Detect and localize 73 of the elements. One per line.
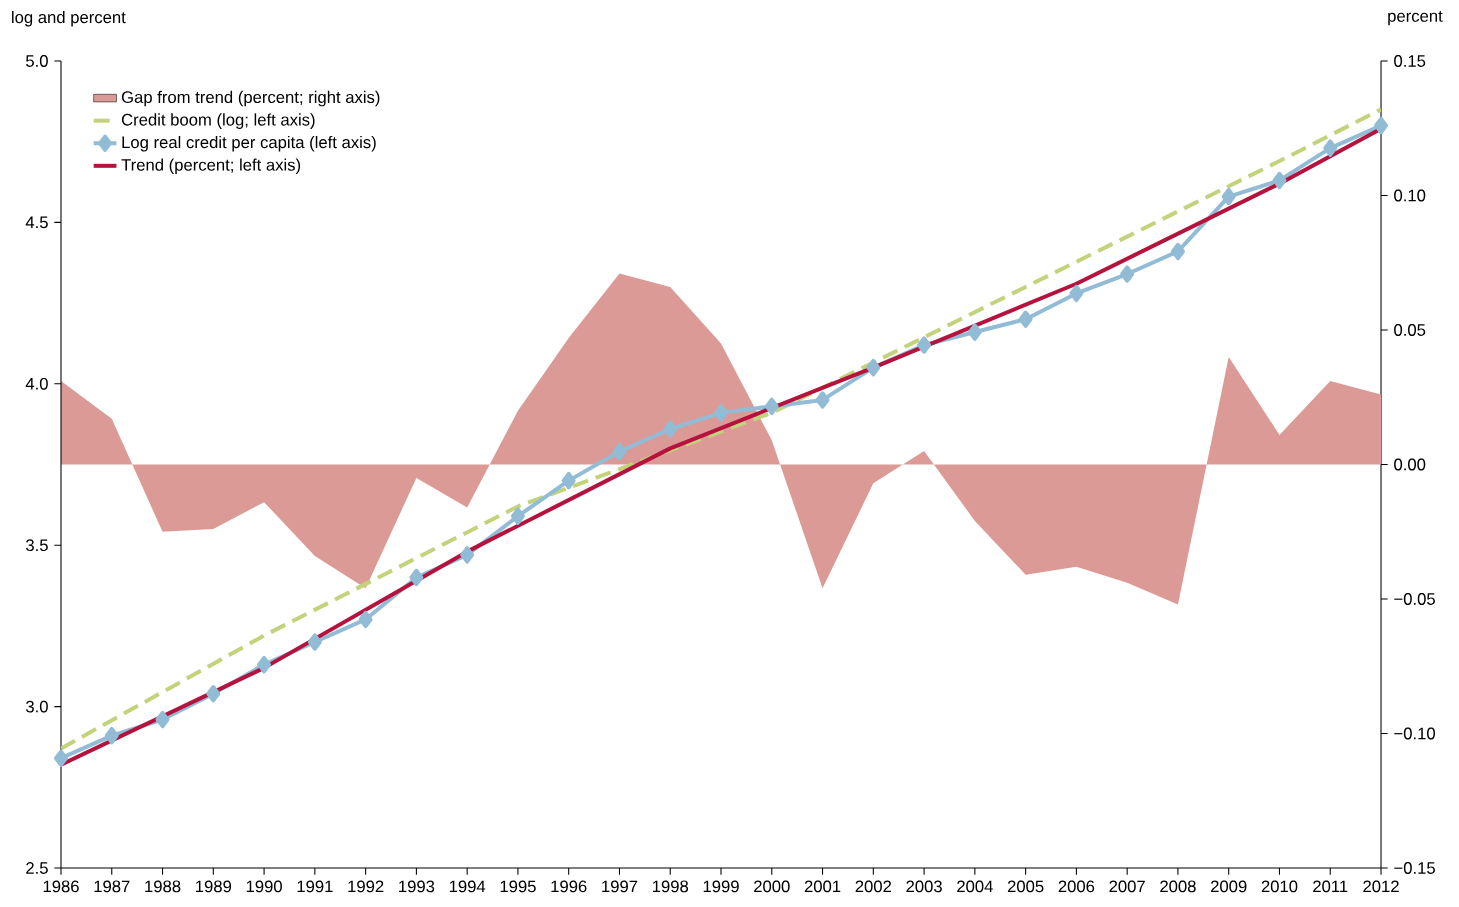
x-tick-label: 1990: [246, 880, 282, 893]
x-tick-label: 1993: [399, 880, 435, 893]
x-tick-label: 2002: [855, 880, 892, 893]
y2-tick-label: 0.10: [1394, 189, 1426, 202]
point: [155, 710, 170, 729]
legend-label: Credit boom (log; left axis): [121, 113, 315, 129]
point: [1170, 242, 1185, 261]
x-tick-label: 2010: [1261, 880, 1298, 893]
x-tick-label: 1999: [703, 880, 739, 893]
y-tick-label: 3.5: [25, 539, 48, 552]
y-axis-title: log and percent: [12, 10, 126, 27]
x-tick-label: 2001: [804, 880, 841, 893]
x-tick-label: 1994: [449, 880, 486, 893]
x-tick-label: 2008: [1160, 880, 1196, 893]
y2-tick-label: 0.15: [1394, 55, 1426, 67]
x-tick-label: 2003: [906, 880, 942, 893]
y-tick-label: 2.5: [26, 862, 48, 874]
point: [917, 336, 932, 354]
legend-label: Log real credit per capita (left axis): [122, 135, 376, 152]
point: [866, 358, 881, 377]
x-tick-label: 1998: [652, 880, 689, 893]
y2-axis-title: percent: [1388, 10, 1443, 26]
point: [967, 323, 982, 341]
x-tick-label: 1992: [348, 880, 384, 893]
point: [815, 391, 830, 409]
legend-label: Gap from trend (percent; right axis): [121, 90, 380, 107]
x-tick-label: 1986: [43, 880, 79, 893]
y2-tick-label: 0.05: [1394, 324, 1426, 336]
x-tick-label: 1989: [196, 880, 232, 893]
x-tick-label: 2011: [1313, 880, 1348, 893]
point: [54, 749, 68, 767]
y2-tick-label: 0.00: [1394, 458, 1426, 471]
point: [663, 420, 678, 438]
y2-tick-label: −0.05: [1394, 593, 1435, 605]
x-tick-label: 1996: [551, 880, 587, 893]
point: [510, 507, 525, 525]
point: [612, 442, 627, 461]
x-tick-label: 1991: [297, 880, 333, 893]
point: [1221, 187, 1236, 206]
point: [257, 655, 272, 674]
y-tick-label: 4.0: [25, 377, 48, 390]
x-tick-label: 2000: [754, 880, 790, 893]
x-tick-label: 2009: [1211, 880, 1247, 893]
point: [409, 568, 424, 587]
point: [460, 546, 475, 564]
point: [1069, 284, 1084, 303]
x-tick-label: 2004: [957, 880, 993, 893]
y2-tick-label: −0.15: [1394, 862, 1435, 874]
y2-tick-label: −0.10: [1394, 727, 1435, 740]
point: [358, 610, 373, 629]
point: [206, 685, 221, 703]
y-tick-label: 4.5: [25, 216, 48, 229]
legend-label: Trend (percent; left axis): [121, 158, 301, 175]
x-tick-label: 1997: [602, 880, 638, 893]
point: [714, 404, 729, 422]
y-tick-label: 3.0: [25, 700, 48, 713]
point: [1120, 265, 1135, 283]
x-tick-label: 1988: [145, 880, 181, 893]
point: [561, 471, 576, 490]
x-tick-label: 2007: [1109, 880, 1145, 893]
point: [1018, 310, 1033, 328]
point: [1374, 116, 1389, 135]
point: [1272, 171, 1287, 190]
point: [1323, 139, 1338, 157]
x-tick-label: 1987: [94, 880, 130, 893]
point: [307, 633, 322, 651]
point: [104, 726, 119, 745]
x-tick-label: 2005: [1007, 880, 1044, 893]
x-tick-label: 2012: [1363, 880, 1399, 893]
x-tick-label: 1995: [500, 880, 536, 893]
x-tick-label: 2006: [1058, 880, 1095, 893]
y-tick-label: 5.0: [26, 55, 48, 67]
point: [764, 397, 779, 416]
